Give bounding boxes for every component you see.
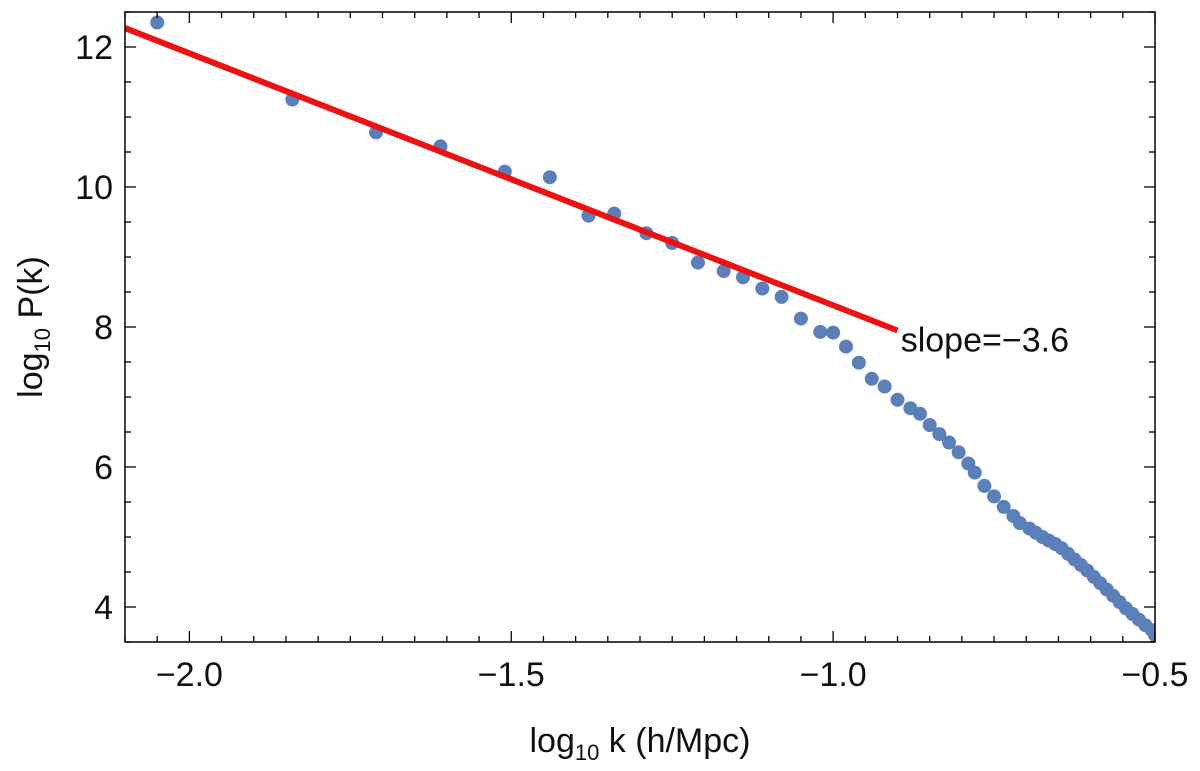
axis-ticks xyxy=(124,11,1156,643)
x-tick-label: −2.0 xyxy=(156,656,223,694)
data-point xyxy=(890,392,905,407)
data-point xyxy=(987,489,1002,504)
data-point xyxy=(150,15,165,30)
y-axis-label-subscript: 10 xyxy=(30,328,55,352)
plot-area xyxy=(125,15,1155,642)
x-tick-label: −0.5 xyxy=(1121,656,1188,694)
x-axis-label-log: log xyxy=(530,722,575,760)
data-point xyxy=(793,311,808,326)
y-tick-label: 4 xyxy=(94,589,113,627)
data-point xyxy=(913,406,928,421)
annotations: slope=−3.6 xyxy=(901,322,1069,360)
data-point xyxy=(1148,628,1155,642)
data-point xyxy=(755,281,770,296)
data-point xyxy=(942,435,956,450)
x-tick-label: −1.0 xyxy=(800,656,867,694)
y-axis-label-rest: P(k) xyxy=(12,256,50,328)
data-point xyxy=(813,324,828,339)
axis-tick-labels: −2.0 −1.5 −1.0 −0.5 4 6 8 10 12 xyxy=(75,29,1188,694)
fit-line xyxy=(125,25,899,334)
data-point xyxy=(932,427,947,442)
data-point xyxy=(542,170,557,185)
data-point xyxy=(774,289,789,304)
data-point xyxy=(877,379,892,394)
y-tick-label: 10 xyxy=(75,169,113,207)
data-point xyxy=(826,325,841,340)
x-tick-label: −1.5 xyxy=(478,656,545,694)
y-tick-label: 8 xyxy=(94,309,113,347)
data-point xyxy=(977,478,992,493)
data-point xyxy=(716,264,731,278)
data-point xyxy=(967,465,982,480)
x-axis-label: log10 k (h/Mpc) xyxy=(530,722,751,765)
x-axis-label-subscript: 10 xyxy=(575,740,599,765)
x-axis-label-rest: k (h/Mpc) xyxy=(599,722,750,760)
y-axis-label: log10 P(k) xyxy=(12,256,55,398)
data-point xyxy=(922,418,937,432)
data-point xyxy=(951,445,966,460)
data-point xyxy=(864,371,879,386)
y-axis-label-log: log xyxy=(12,352,50,397)
slope-annotation: slope=−3.6 xyxy=(901,322,1069,360)
data-point xyxy=(996,499,1011,514)
data-point xyxy=(851,355,866,370)
y-tick-label: 12 xyxy=(75,29,113,67)
y-tick-label: 6 xyxy=(94,449,113,487)
data-point xyxy=(839,339,853,354)
data-point xyxy=(690,255,705,270)
